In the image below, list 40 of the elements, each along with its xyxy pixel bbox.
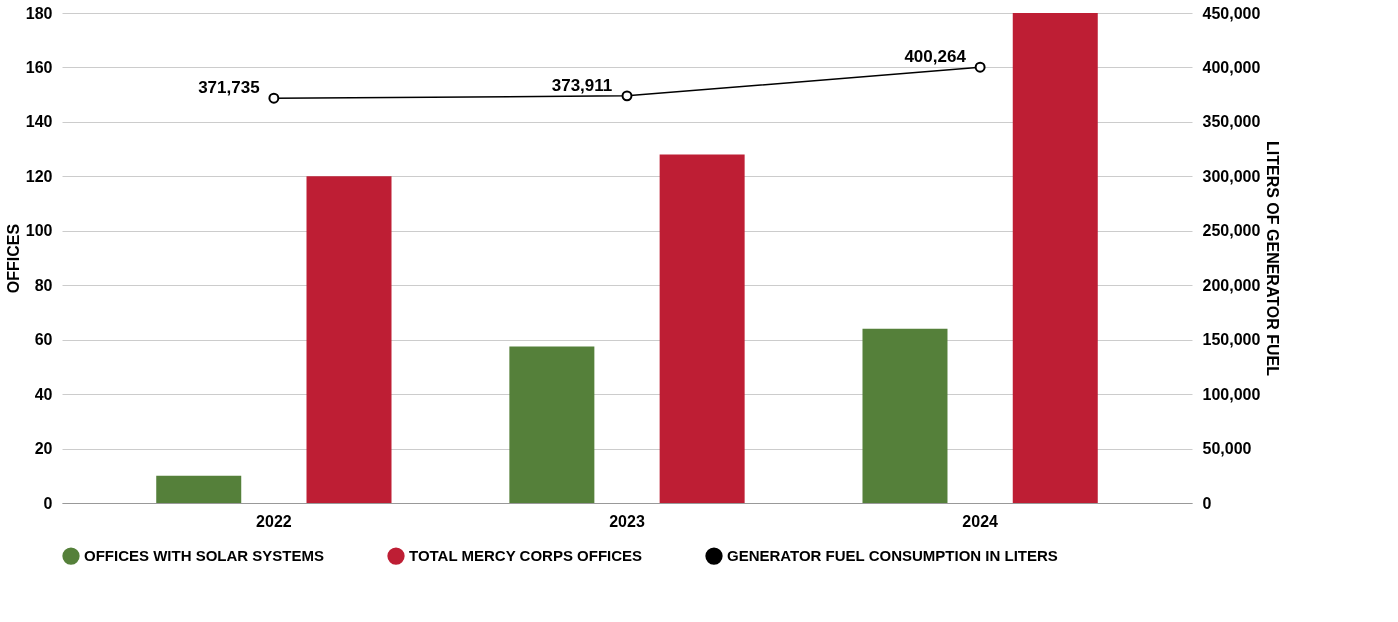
y-tick-label: 80 (34, 276, 53, 294)
y2-tick-label: 0 (1202, 494, 1212, 512)
x-tick-label: 2022 (256, 512, 292, 530)
y-tick-label: 160 (25, 58, 53, 76)
bar (156, 475, 242, 503)
legend-label: GENERATOR FUEL CONSUMPTION IN LITERS (727, 547, 1058, 565)
y-tick-label: 40 (34, 385, 53, 403)
y-tick-label: 180 (25, 4, 53, 22)
x-tick-label: 2024 (962, 512, 999, 530)
y-tick-label: 140 (25, 113, 53, 131)
y2-tick-label: 250,000 (1202, 222, 1261, 240)
y2-tick-label: 50,000 (1202, 440, 1252, 458)
bar (659, 154, 745, 503)
y2-tick-label: 300,000 (1202, 167, 1261, 185)
legend-label: TOTAL MERCY CORPS OFFICES (409, 547, 643, 565)
point (268, 92, 280, 104)
y2-tick-label: 200,000 (1202, 276, 1261, 294)
data-label: 373,911 (551, 75, 613, 95)
y-tick-label: 0 (43, 494, 53, 512)
bar (862, 328, 948, 503)
data-label: 371,735 (198, 78, 260, 98)
y-tick-label: 120 (25, 167, 53, 185)
point (621, 90, 633, 102)
y-tick-label: 60 (34, 331, 53, 349)
bar (306, 176, 392, 503)
y2-tick-label: 450,000 (1202, 4, 1261, 22)
y2-axis-title: LITERS OF GENERATOR FUEL (1264, 141, 1282, 377)
x-tick-label: 2023 (609, 512, 645, 530)
y-tick-label: 100 (25, 222, 53, 240)
point (974, 61, 986, 73)
bar (509, 346, 595, 503)
data-label: 400,264 (904, 47, 967, 67)
bar (1012, 13, 1098, 503)
y2-tick-label: 350,000 (1202, 113, 1261, 131)
y2-tick-label: 100,000 (1202, 385, 1261, 403)
y-tick-label: 20 (34, 440, 53, 458)
y2-tick-label: 150,000 (1202, 331, 1261, 349)
y2-tick-label: 400,000 (1202, 58, 1261, 76)
legend-label: OFFICES WITH SOLAR SYSTEMS (84, 547, 325, 565)
y-axis-title: OFFICES (4, 223, 22, 294)
